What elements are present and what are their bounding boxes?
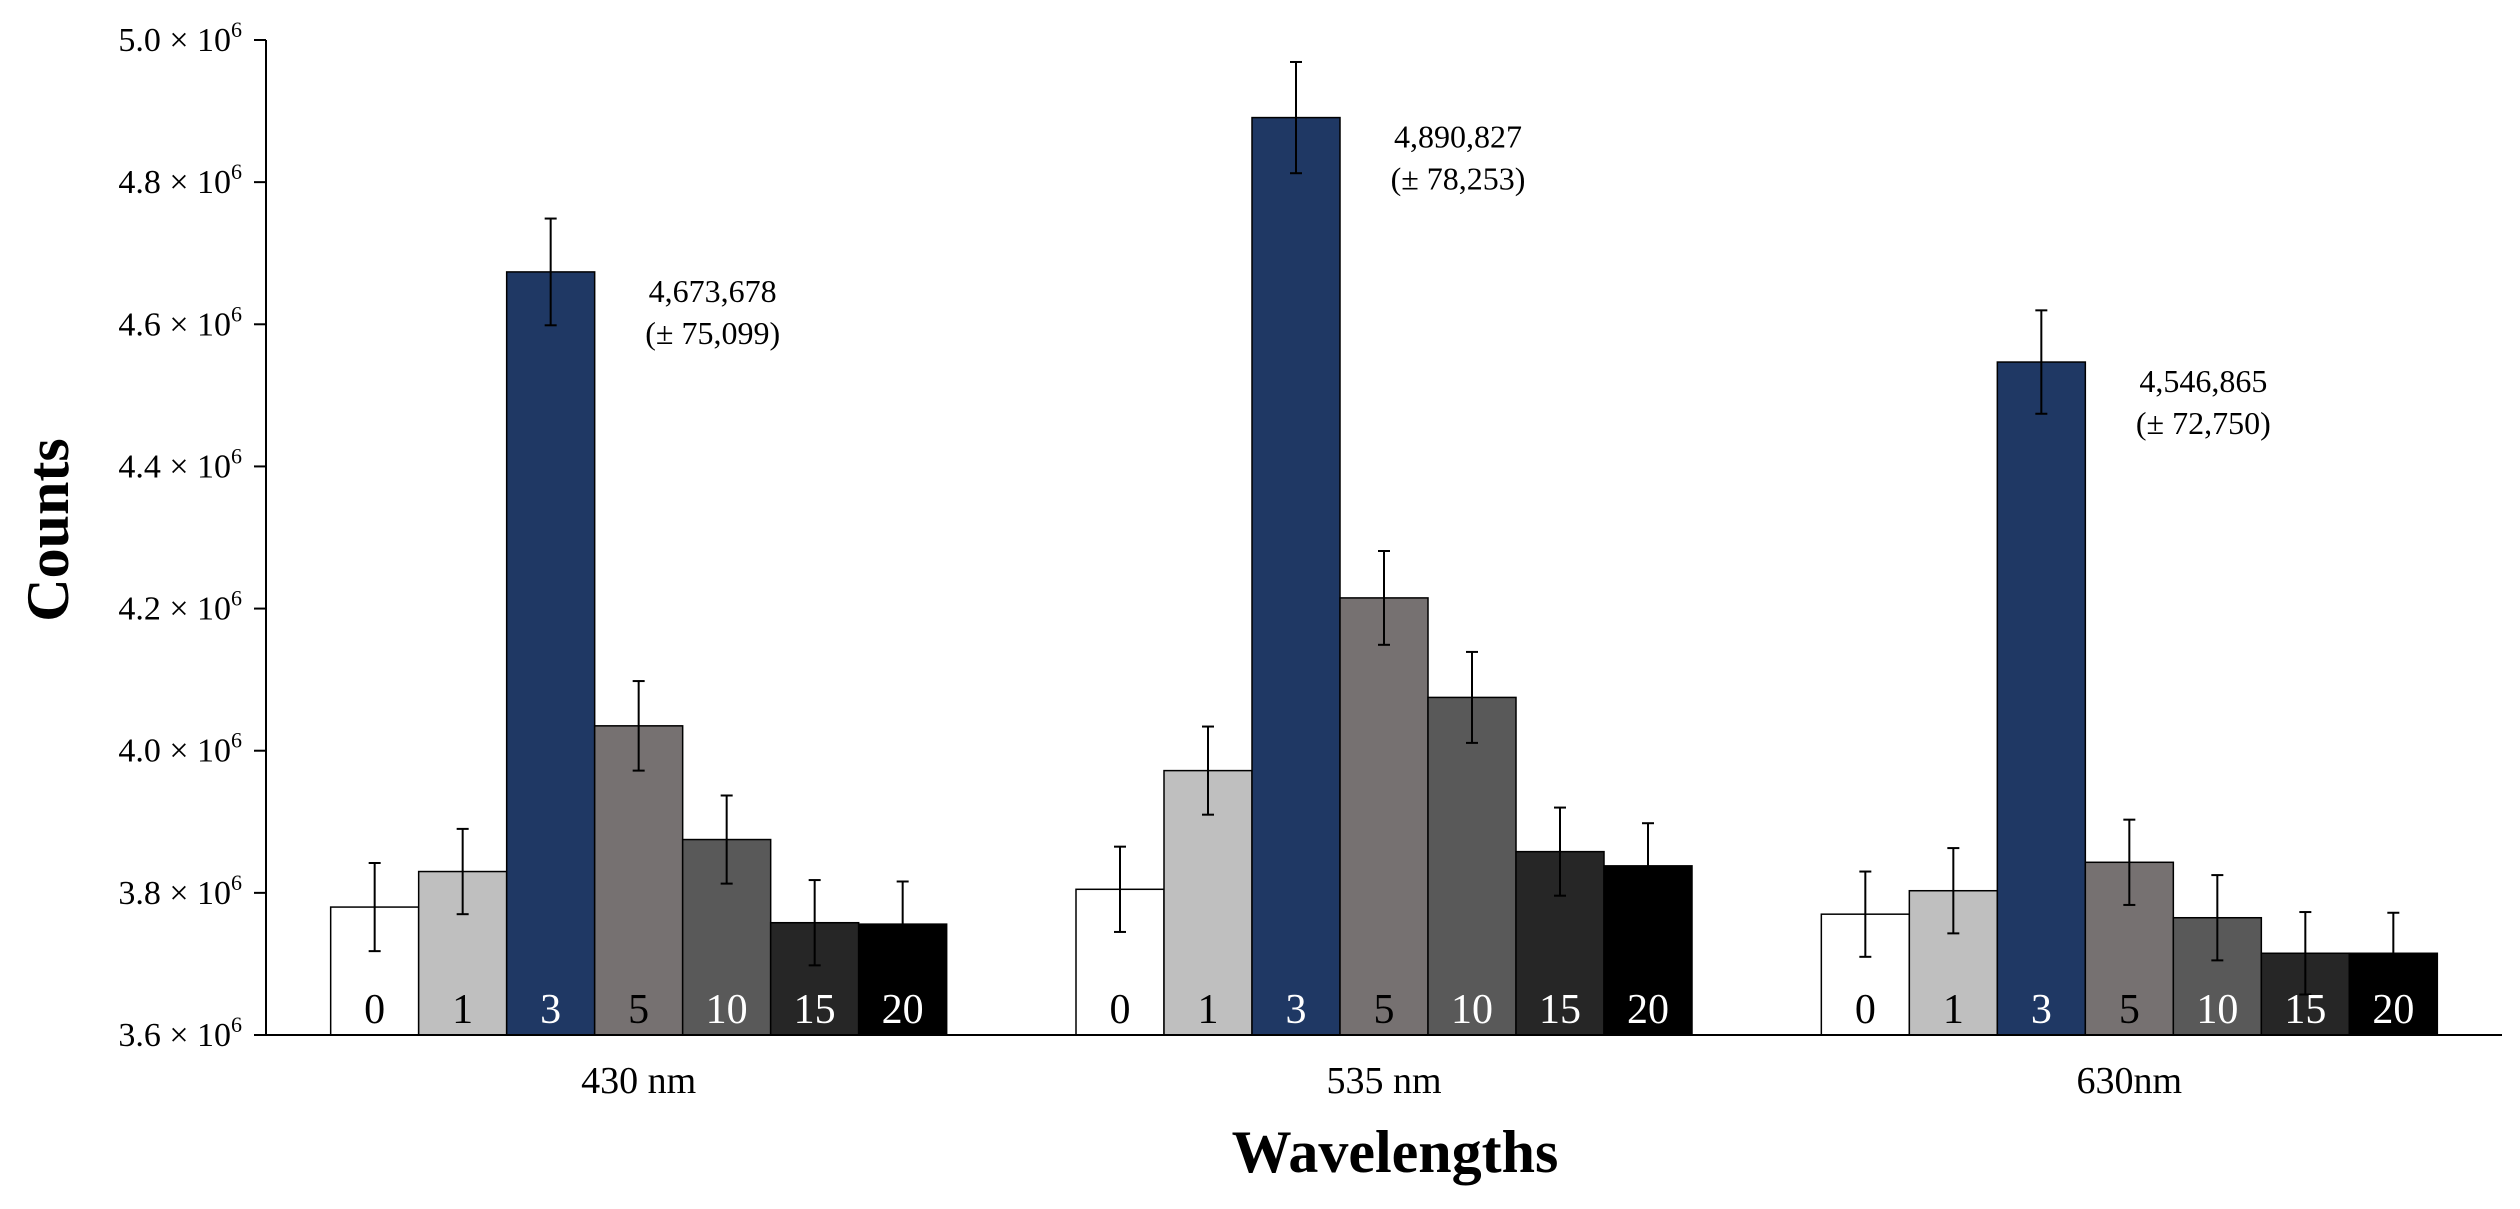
bar-630nm-series-3 [1996,361,2087,1036]
bar-series-label: 1 [452,987,473,1033]
bar-series-label: 0 [1855,987,1876,1033]
annotation-value: 4,673,678 [649,273,777,309]
bar-series-label: 3 [540,987,561,1033]
bar-series-label: 3 [1286,987,1307,1033]
bar-535nm-series-10 [1427,696,1517,1036]
bar-series-label: 15 [2284,987,2326,1033]
annotation-error: (± 78,253) [1391,161,1526,197]
x-axis-tick-labels: 430 nm 535 nm 630nm [581,1060,2182,1102]
y-axis-ticks: 3.6 × 106 3.8 × 106 4.0 × 106 4.2 × 106 4.4 … [118,17,266,1054]
y-tick-label: 4.2 × 106 [118,586,242,628]
y-tick-label: 4.4 × 106 [118,443,242,485]
annotation-error: (± 75,099) [645,315,780,351]
bar-series-label: 5 [628,987,649,1033]
y-tick-label: 4.6 × 106 [118,301,242,343]
y-tick-label: 3.6 × 106 [118,1012,242,1054]
x-axis-label: Wavelengths [1232,1119,1559,1185]
bar-535nm-series-3 [1251,116,1341,1036]
bar-series-label: 20 [1627,987,1669,1033]
bar-series-label: 15 [1539,987,1581,1033]
bar-series-label: 5 [2119,987,2140,1033]
bar-series-label: 20 [2372,987,2414,1033]
bar-series-label: 1 [1943,987,1964,1033]
bar-series-label: 0 [364,987,385,1033]
bar-430nm-series-3 [505,271,596,1036]
bar-series-label: 10 [706,987,748,1033]
y-tick-label: 4.0 × 106 [118,728,242,770]
bar-series-label: 15 [794,987,836,1033]
bar-series-label: 1 [1198,987,1219,1033]
value-annotations: 4,673,678 (± 75,099) 4,890,827 (± 78,253) 4,… [645,119,2271,441]
y-tick-label: 5.0 × 106 [118,17,242,59]
bar-series-label: 10 [1451,987,1493,1033]
y-tick-label: 3.8 × 106 [118,870,242,912]
bar-series-label: 10 [2196,987,2238,1033]
bar-535nm-series-5 [1339,597,1429,1036]
y-axis-label: Counts [15,438,81,621]
y-tick-label: 4.8 × 106 [118,159,242,201]
bar-series-label: 0 [1110,987,1131,1033]
annotation-value: 4,890,827 [1394,119,1522,155]
bar-series-labels: 0 1 3 5 10 15 20 0 1 3 5 10 15 20 0 1 3 5 10 15 20 [364,987,2414,1033]
bar-series-label: 20 [882,987,924,1033]
annotation-value: 4,546,865 [2139,363,2267,399]
x-tick-label: 630nm [2077,1060,2183,1102]
x-tick-label: 535 nm [1326,1060,1441,1102]
error-bars [368,60,2400,996]
bar-series-label: 5 [1374,987,1395,1033]
annotation-error: (± 72,750) [2136,405,2271,441]
bars [329,116,2439,1036]
bar-series-label: 3 [2031,987,2052,1033]
x-tick-label: 430 nm [581,1060,696,1102]
